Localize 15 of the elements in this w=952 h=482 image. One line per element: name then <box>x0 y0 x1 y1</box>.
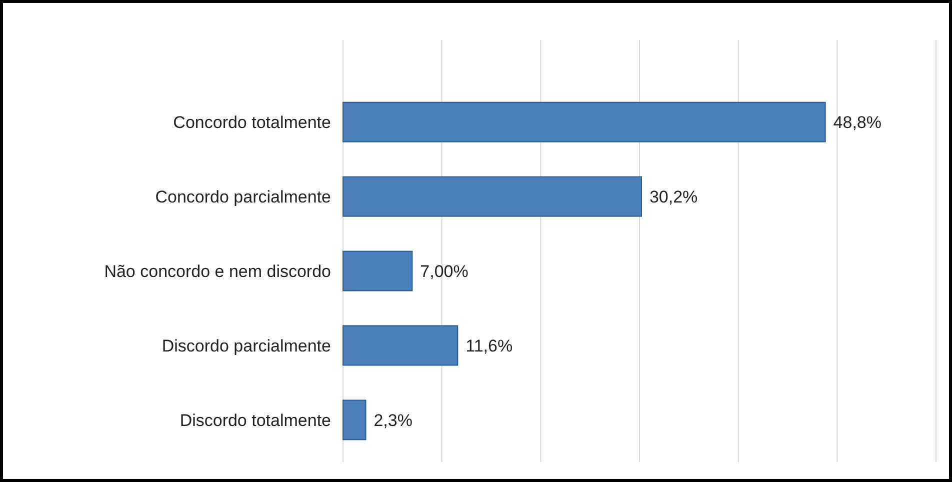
y-tick-label: Concordo totalmente <box>173 113 331 132</box>
bar <box>342 400 366 440</box>
data-label: 48,8% <box>833 113 882 132</box>
data-label: 30,2% <box>649 187 698 206</box>
bar <box>342 325 458 366</box>
y-tick-label: Discordo totalmente <box>180 410 331 430</box>
y-tick-label: Concordo parcialmente <box>155 187 331 206</box>
data-label: 7,00% <box>420 262 468 281</box>
y-tick-label: Discordo parcialmente <box>162 336 331 356</box>
bar <box>342 102 826 142</box>
data-label: 11,6% <box>466 336 513 356</box>
y-tick-label: Não concordo e nem discordo <box>104 262 331 281</box>
bar <box>342 176 642 217</box>
bar <box>342 250 413 292</box>
data-label: 2,3% <box>374 410 412 430</box>
